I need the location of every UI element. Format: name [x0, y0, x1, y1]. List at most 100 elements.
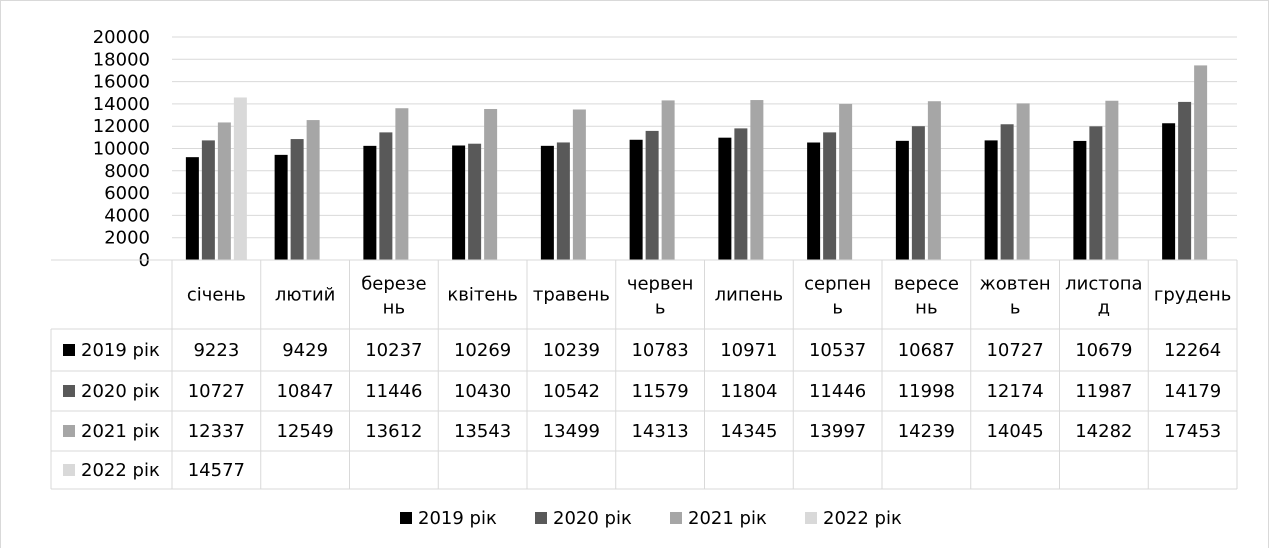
bar [734, 128, 748, 260]
category-label: ь [655, 298, 666, 319]
y-tick-label: 18000 [93, 49, 150, 70]
y-tick-label: 20000 [93, 27, 150, 48]
y-tick-label: 8000 [104, 161, 150, 182]
data-cell: 10269 [454, 340, 511, 361]
bar [484, 108, 498, 261]
bar [290, 139, 304, 260]
category-label: д [1098, 298, 1110, 319]
bar [379, 132, 393, 260]
legend-label: 2021 рік [688, 508, 767, 529]
category-label: листопа [1065, 274, 1142, 295]
data-cell: 11987 [1075, 381, 1132, 402]
bar [1178, 101, 1192, 261]
data-cell: 14282 [1075, 421, 1132, 442]
data-cell: 10679 [1075, 340, 1132, 361]
category-label: вересе [894, 274, 959, 295]
category-label: липень [715, 285, 783, 306]
category-label: червен [627, 274, 694, 295]
data-cell: 10727 [986, 340, 1043, 361]
category-label: ь [832, 298, 843, 319]
data-cell: 12549 [276, 421, 333, 442]
category-label: серпен [804, 274, 871, 295]
bar [911, 126, 925, 261]
data-cell: 10971 [720, 340, 777, 361]
bar [839, 103, 853, 261]
bar [645, 130, 659, 260]
data-cell: 17453 [1164, 421, 1221, 442]
y-tick-label: 16000 [93, 72, 150, 93]
bar [274, 154, 288, 260]
series-key-swatch [63, 425, 75, 437]
data-cell: 11446 [809, 381, 866, 402]
data-cell: 12337 [188, 421, 245, 442]
bar [1073, 140, 1087, 260]
data-cell: 10237 [365, 340, 422, 361]
category-label: нь [383, 298, 405, 319]
bar [540, 145, 554, 260]
legend-label: 2022 рік [823, 508, 902, 529]
bar [718, 137, 732, 260]
bar [363, 145, 377, 260]
bar [750, 100, 764, 260]
data-cell: 10239 [543, 340, 600, 361]
data-cell: 10542 [543, 381, 600, 402]
legend-swatch [400, 512, 412, 524]
data-cell: 13612 [365, 421, 422, 442]
series-row-label: 2022 рік [81, 460, 160, 481]
category-label: січень [187, 285, 246, 306]
data-cell: 14045 [986, 421, 1043, 442]
data-cell: 12174 [986, 381, 1043, 402]
bar [217, 122, 231, 261]
data-cell: 14313 [631, 421, 688, 442]
bar [452, 145, 466, 260]
category-label: жовтен [980, 274, 1051, 295]
data-cell: 10847 [276, 381, 333, 402]
legend-swatch [670, 512, 682, 524]
data-cell: 13997 [809, 421, 866, 442]
data-cell: 13499 [543, 421, 600, 442]
bar [306, 120, 320, 261]
y-tick-label: 6000 [104, 183, 150, 204]
category-label: ь [1010, 298, 1021, 319]
y-tick-label: 12000 [93, 116, 150, 137]
data-cell: 14179 [1164, 381, 1221, 402]
data-cell: 12264 [1164, 340, 1221, 361]
bar [823, 132, 837, 260]
data-cell: 9223 [193, 340, 239, 361]
data-cell: 11998 [898, 381, 955, 402]
bar [1194, 65, 1208, 260]
category-label: березе [361, 274, 426, 295]
series-key-swatch [63, 464, 75, 476]
data-cell: 10783 [631, 340, 688, 361]
category-label: лютий [275, 285, 336, 306]
data-cell: 11804 [720, 381, 777, 402]
bar [1016, 103, 1030, 260]
data-cell: 14345 [720, 421, 777, 442]
bar [895, 140, 909, 260]
bar [984, 140, 998, 260]
y-tick-label: 4000 [104, 205, 150, 226]
y-tick-label: 10000 [93, 139, 150, 160]
legend-label: 2019 рік [418, 508, 497, 529]
series-key-swatch [63, 385, 75, 397]
bar [807, 142, 821, 260]
series-row-label: 2019 рік [81, 340, 160, 361]
bar [233, 97, 247, 260]
data-cell: 9429 [282, 340, 328, 361]
y-tick-label: 14000 [93, 94, 150, 115]
bar [468, 143, 482, 260]
legend-swatch [805, 512, 817, 524]
series-row-label: 2020 рік [81, 381, 160, 402]
data-cell: 10727 [188, 381, 245, 402]
series-row-label: 2021 рік [81, 421, 160, 442]
bar [395, 108, 409, 260]
data-cell: 14577 [188, 460, 245, 481]
bar [556, 142, 570, 260]
category-label: травень [533, 285, 610, 306]
bar [201, 140, 215, 260]
bar [1105, 100, 1119, 260]
y-tick-label: 2000 [104, 228, 150, 249]
data-cell: 10537 [809, 340, 866, 361]
